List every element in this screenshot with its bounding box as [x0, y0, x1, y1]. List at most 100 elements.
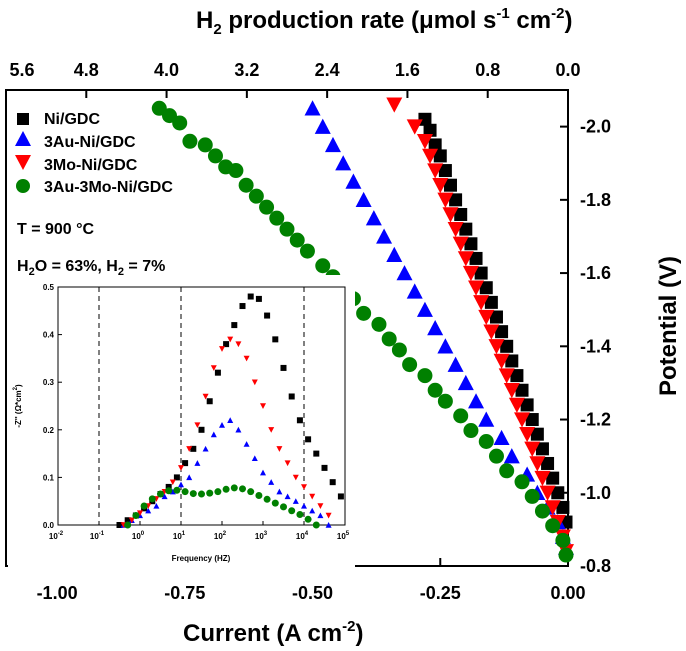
- inset-data-point-3au-3mo-ni-gdc: [230, 484, 238, 492]
- inset-x-tick-label: 104: [296, 531, 309, 541]
- data-point-3mo-ni-gdc: [386, 97, 403, 113]
- inset-data-point-3au-ni-gdc: [251, 455, 258, 462]
- data-point-3au-3mo-ni-gdc: [514, 474, 530, 490]
- data-point-3mo-ni-gdc: [432, 178, 449, 194]
- inset-data-point-3mo-ni-gdc: [186, 446, 193, 452]
- data-point-3mo-ni-gdc: [544, 500, 561, 516]
- x-tick-label: -0.50: [292, 583, 333, 603]
- inset-y-tick-label: 0.3: [43, 378, 55, 387]
- inset-data-point-3au-3mo-ni-gdc: [165, 487, 173, 495]
- data-point-3au-3mo-ni-gdc: [558, 547, 574, 563]
- inset-data-point-ni-gdc: [206, 398, 213, 405]
- data-point-ni-gdc: [449, 193, 463, 207]
- inset-x-tick-label: 10-1: [90, 531, 105, 541]
- inset-data-point-3mo-ni-gdc: [260, 403, 266, 409]
- top-x-tick-label: 3.2: [234, 60, 259, 80]
- data-point-ni-gdc: [418, 112, 432, 126]
- data-point-3au-ni-gdc: [468, 393, 485, 409]
- data-point-ni-gdc: [546, 471, 560, 485]
- data-point-3au-ni-gdc: [365, 210, 382, 226]
- inset-data-point-3mo-ni-gdc: [219, 346, 225, 352]
- data-point-ni-gdc: [438, 164, 452, 178]
- inset-data-point-3mo-ni-gdc: [292, 474, 299, 481]
- inset-data-point-3au-ni-gdc: [202, 445, 209, 452]
- inset-data-point-3au-ni-gdc: [186, 474, 193, 481]
- data-point-3mo-ni-gdc: [498, 368, 515, 384]
- data-point-3au-3mo-ni-gdc: [437, 393, 453, 409]
- inset-data-point-3au-ni-gdc: [227, 417, 234, 423]
- inset-x-tick-label: 10-2: [49, 531, 64, 541]
- legend-marker-3au-3mo-ni-gdc: [16, 179, 30, 193]
- data-point-3au-3mo-ni-gdc: [391, 342, 407, 358]
- x-tick-label: -1.00: [37, 583, 78, 603]
- legend-entry-ni-gdc: Ni/GDC: [17, 111, 100, 128]
- data-point-3au-3mo-ni-gdc: [555, 532, 571, 548]
- data-point-3au-3mo-ni-gdc: [453, 408, 469, 424]
- data-point-3au-3mo-ni-gdc: [182, 133, 198, 149]
- data-point-3au-3mo-ni-gdc: [279, 221, 295, 237]
- data-point-3mo-ni-gdc: [447, 221, 464, 238]
- inset-data-point-3au-3mo-ni-gdc: [173, 486, 181, 494]
- inset-data-point-3mo-ni-gdc: [284, 460, 291, 467]
- inset-x-tick-label: 105: [337, 531, 350, 541]
- legend: Ni/GDC 3Au-Ni/GDC 3Mo-Ni/GDC 3Au-3Mo-Ni/…: [15, 111, 173, 196]
- inset-data-point-3au-ni-gdc: [268, 479, 275, 485]
- data-point-3au-3mo-ni-gdc: [402, 357, 418, 373]
- inset-data-point-3au-ni-gdc: [210, 431, 217, 438]
- inset-data-point-3mo-ni-gdc: [227, 336, 234, 343]
- data-point-3au-ni-gdc: [437, 338, 454, 354]
- data-point-3mo-ni-gdc: [442, 207, 459, 223]
- top-x-tick-label: 2.4: [315, 60, 340, 80]
- inset-data-point-3au-3mo-ni-gdc: [255, 491, 263, 499]
- inset-data-point-ni-gdc: [272, 336, 279, 343]
- data-point-ni-gdc: [484, 295, 498, 309]
- inset-data-point-ni-gdc: [337, 493, 344, 500]
- inset-data-point-3au-3mo-ni-gdc: [239, 485, 246, 493]
- data-point-3au-3mo-ni-gdc: [371, 316, 387, 332]
- inset-data-point-3au-3mo-ni-gdc: [296, 511, 304, 519]
- inset-data-point-3au-ni-gdc: [284, 493, 291, 500]
- inset-y-tick-label: 0.1: [43, 473, 55, 482]
- top-x-tick-label: 0.8: [475, 60, 500, 80]
- inset-ticks-layer: 10-2 10-1 100 101 102 103 104 105 0.0 0.1 0.2 0.3 0.…: [43, 283, 350, 541]
- data-point-3au-ni-gdc: [427, 320, 444, 336]
- inset-data-point-3mo-ni-gdc: [202, 393, 209, 400]
- right-axis-title: Potential (V): [655, 256, 682, 396]
- data-point-3mo-ni-gdc: [493, 353, 510, 369]
- inset-data-point-3au-ni-gdc: [276, 488, 283, 495]
- inset-data-point-3au-ni-gdc: [309, 507, 316, 514]
- inset-data-point-ni-gdc: [223, 341, 230, 348]
- inset-data-point-3mo-ni-gdc: [301, 484, 307, 490]
- data-point-ni-gdc: [454, 207, 468, 221]
- inset-data-point-ni-gdc: [264, 312, 271, 319]
- inset-data-point-3au-3mo-ni-gdc: [247, 488, 255, 496]
- inset-data-point-3au-3mo-ni-gdc: [157, 490, 164, 498]
- data-point-ni-gdc: [500, 339, 514, 353]
- data-point-3au-ni-gdc: [304, 100, 321, 116]
- inset-data-point-3mo-ni-gdc: [309, 493, 316, 500]
- data-point-3au-ni-gdc: [493, 429, 510, 446]
- data-point-ni-gdc: [535, 442, 549, 456]
- inset-data-point-3au-ni-gdc: [301, 502, 307, 509]
- data-point-3au-3mo-ni-gdc: [289, 232, 305, 248]
- inset-y-tick-label: 0.4: [43, 331, 55, 340]
- data-point-ni-gdc: [479, 281, 493, 295]
- x-tick-label: -0.75: [164, 583, 205, 603]
- top-x-tick-label: 5.6: [9, 60, 34, 80]
- inset-data-point-3au-3mo-ni-gdc: [304, 515, 312, 523]
- inset-data-point-3mo-ni-gdc: [317, 503, 324, 509]
- data-point-3au-ni-gdc: [396, 265, 413, 281]
- inset-x-tick-label: 100: [132, 531, 145, 541]
- data-point-3au-3mo-ni-gdc: [478, 434, 494, 450]
- data-point-3mo-ni-gdc: [427, 163, 444, 179]
- data-point-3mo-ni-gdc: [468, 280, 485, 296]
- data-point-3au-ni-gdc: [416, 301, 433, 317]
- inset-x-tick-label: 103: [255, 531, 268, 541]
- y-tick-label: -1.4: [580, 336, 611, 356]
- top-axis-title: H2 production rate (μmol s-1 cm-2): [196, 5, 572, 38]
- inset-data-point-3au-3mo-ni-gdc: [271, 499, 279, 507]
- data-point-3au-3mo-ni-gdc: [356, 305, 372, 321]
- inset-data-point-3mo-ni-gdc: [128, 517, 135, 524]
- inset-data-point-3au-ni-gdc: [325, 522, 332, 528]
- inset-data-point-3au-ni-gdc: [243, 441, 250, 447]
